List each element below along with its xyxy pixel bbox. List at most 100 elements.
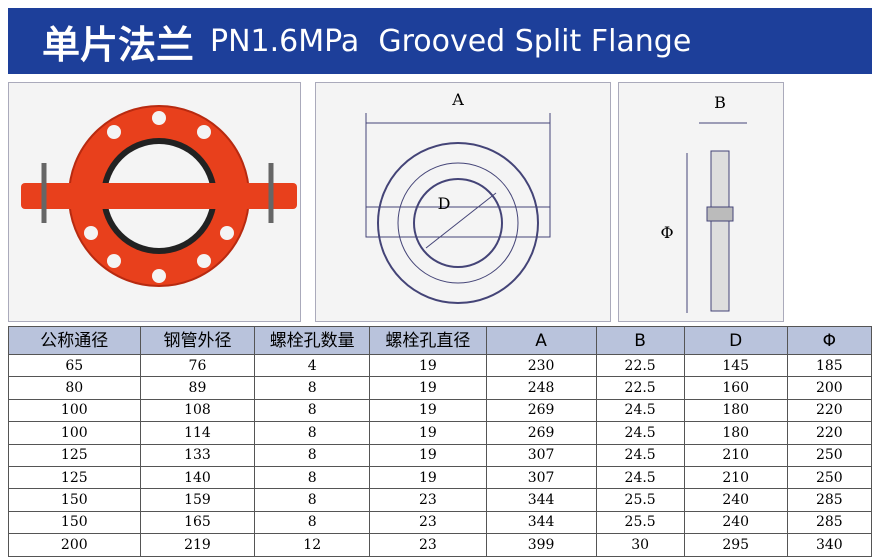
title-en: PN1.6MPa Grooved Split Flange bbox=[210, 23, 692, 59]
data-row: 150 165 8 23 344 25.5 240 285 bbox=[8, 510, 873, 535]
header-cell: B bbox=[595, 326, 685, 355]
cell: 24.5 bbox=[595, 465, 685, 490]
cell: 24.5 bbox=[595, 421, 685, 445]
cell: 24.5 bbox=[595, 398, 685, 423]
cell: 25.5 bbox=[595, 488, 685, 512]
cell: 22.5 bbox=[595, 353, 685, 378]
data-row: 125 140 8 19 307 24.5 210 250 bbox=[8, 465, 873, 490]
cell: 150 bbox=[8, 488, 141, 512]
cell: 219 bbox=[139, 533, 256, 557]
header-cell: 公称通径 bbox=[8, 326, 141, 355]
label-d: D bbox=[438, 194, 451, 213]
cell: 125 bbox=[8, 465, 141, 490]
data-row: 150 159 8 23 344 25.5 240 285 bbox=[8, 488, 873, 512]
cell: 30 bbox=[595, 533, 685, 557]
cell: 19 bbox=[369, 398, 487, 423]
cell: 24.5 bbox=[595, 443, 685, 467]
cell: 100 bbox=[8, 421, 141, 445]
cell: 240 bbox=[683, 488, 788, 512]
cell: 180 bbox=[683, 398, 788, 423]
header-cell: 螺栓孔数量 bbox=[254, 326, 371, 355]
cell: 114 bbox=[139, 421, 256, 445]
cell: 8 bbox=[254, 398, 371, 423]
cell: 25.5 bbox=[595, 510, 685, 535]
cell: 23 bbox=[369, 510, 487, 535]
cell: 160 bbox=[683, 376, 788, 400]
cell: 8 bbox=[254, 421, 371, 445]
cell: 65 bbox=[8, 353, 141, 378]
cell: 125 bbox=[8, 443, 141, 467]
cell: 145 bbox=[683, 353, 788, 378]
cell: 250 bbox=[786, 465, 873, 490]
cell: 8 bbox=[254, 488, 371, 512]
cell: 210 bbox=[683, 465, 788, 490]
cell: 307 bbox=[485, 443, 597, 467]
cell: 23 bbox=[369, 488, 487, 512]
header: 单片法兰 PN1.6MPa Grooved Split Flange bbox=[8, 8, 872, 74]
data-row: 200 219 12 23 399 30 295 340 bbox=[8, 533, 873, 557]
cell: 8 bbox=[254, 465, 371, 490]
cell: 220 bbox=[786, 398, 873, 423]
cell: 12 bbox=[254, 533, 371, 557]
cell: 285 bbox=[786, 488, 873, 512]
cell: 250 bbox=[786, 443, 873, 467]
cell: 8 bbox=[254, 376, 371, 400]
cell: 19 bbox=[369, 465, 487, 490]
cell: 344 bbox=[485, 510, 597, 535]
cell: 140 bbox=[139, 465, 256, 490]
header-cell: 螺栓孔直径 bbox=[369, 326, 487, 355]
data-row: 65 76 4 19 230 22.5 145 185 bbox=[8, 353, 873, 378]
cell: 200 bbox=[8, 533, 141, 557]
front-drawing: A D bbox=[315, 82, 611, 322]
header-row: 公称通径 钢管外径 螺栓孔数量 螺栓孔直径 A B D Φ bbox=[8, 326, 873, 355]
header-cell: D bbox=[683, 326, 788, 355]
cell: 19 bbox=[369, 353, 487, 378]
cell: 108 bbox=[139, 398, 256, 423]
cell: 23 bbox=[369, 533, 487, 557]
label-phi: Φ bbox=[660, 223, 673, 242]
title-cn: 单片法兰 bbox=[42, 22, 195, 67]
cell: 344 bbox=[485, 488, 597, 512]
data-row: 80 89 8 19 248 22.5 160 200 bbox=[8, 376, 873, 400]
data-row: 125 133 8 19 307 24.5 210 250 bbox=[8, 443, 873, 467]
cell: 80 bbox=[8, 376, 141, 400]
cell: 248 bbox=[485, 376, 597, 400]
header-cell: Φ bbox=[786, 326, 873, 355]
cell: 22.5 bbox=[595, 376, 685, 400]
side-drawing: B Φ bbox=[618, 82, 784, 322]
cell: 180 bbox=[683, 421, 788, 445]
label-a: A bbox=[451, 90, 464, 109]
cell: 19 bbox=[369, 443, 487, 467]
cell: 210 bbox=[683, 443, 788, 467]
cell: 240 bbox=[683, 510, 788, 535]
cell: 19 bbox=[369, 376, 487, 400]
flange-photo bbox=[8, 82, 301, 322]
cell: 89 bbox=[139, 376, 256, 400]
cell: 100 bbox=[8, 398, 141, 423]
label-b: B bbox=[714, 93, 726, 112]
cell: 4 bbox=[254, 353, 371, 378]
cell: 165 bbox=[139, 510, 256, 535]
cell: 159 bbox=[139, 488, 256, 512]
cell: 269 bbox=[485, 421, 597, 445]
spec-table: 公称通径 钢管外径 螺栓孔数量 螺栓孔直径 A B D Φ 65 76 4 19 230 22.5 145 1… bbox=[8, 326, 873, 557]
cell: 269 bbox=[485, 398, 597, 423]
header-cell: 钢管外径 bbox=[139, 326, 256, 355]
cell: 230 bbox=[485, 353, 597, 378]
cell: 340 bbox=[786, 533, 873, 557]
cell: 185 bbox=[786, 353, 873, 378]
cell: 220 bbox=[786, 421, 873, 445]
data-row: 100 114 8 19 269 24.5 180 220 bbox=[8, 421, 873, 445]
cell: 133 bbox=[139, 443, 256, 467]
header-cell: A bbox=[485, 326, 597, 355]
cell: 8 bbox=[254, 443, 371, 467]
cell: 285 bbox=[786, 510, 873, 535]
cell: 19 bbox=[369, 421, 487, 445]
cell: 200 bbox=[786, 376, 873, 400]
data-row: 100 108 8 19 269 24.5 180 220 bbox=[8, 398, 873, 423]
cell: 307 bbox=[485, 465, 597, 490]
cell: 150 bbox=[8, 510, 141, 535]
cell: 295 bbox=[683, 533, 788, 557]
cell: 76 bbox=[139, 353, 256, 378]
